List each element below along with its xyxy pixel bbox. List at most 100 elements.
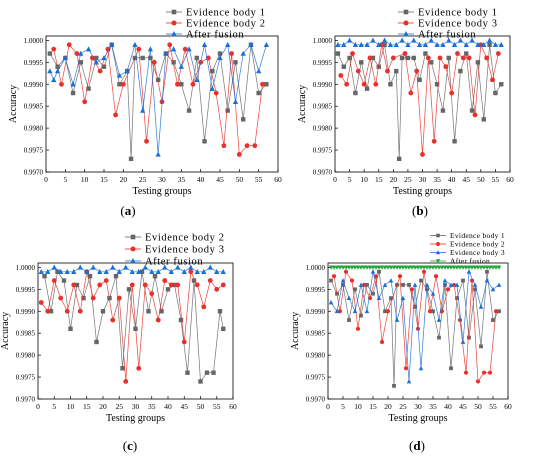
data-point — [417, 77, 422, 83]
data-point — [402, 51, 408, 56]
data-point — [490, 77, 495, 83]
data-point — [181, 268, 187, 274]
data-point — [449, 366, 453, 371]
legend-label: Evidence body 3 — [450, 248, 505, 257]
data-point — [194, 282, 200, 288]
data-point — [458, 68, 463, 74]
x-tick-label: 0 — [36, 402, 40, 411]
data-point — [211, 370, 216, 375]
data-point — [217, 51, 223, 56]
data-point — [446, 37, 452, 43]
x-tick-label: 45 — [463, 175, 471, 184]
x-tick-label: 40 — [164, 402, 172, 411]
x-tick-label: 15 — [83, 402, 91, 411]
data-point — [421, 265, 427, 270]
data-point — [66, 42, 72, 48]
data-point — [390, 55, 396, 61]
data-point — [397, 265, 403, 270]
x-tick-label: 5 — [52, 402, 56, 411]
data-point — [110, 264, 116, 270]
data-point — [451, 41, 458, 47]
data-point — [214, 268, 220, 274]
data-point — [361, 265, 367, 270]
data-point — [367, 55, 373, 61]
x-tick-label: 55 — [489, 402, 497, 411]
data-point — [51, 46, 57, 52]
data-point — [87, 273, 93, 279]
x-tick-label: 25 — [404, 175, 412, 184]
data-point — [191, 278, 197, 283]
y-tick-label: 0.9970 — [306, 396, 326, 404]
data-point — [58, 295, 64, 301]
legend-marker — [130, 234, 136, 240]
data-point — [334, 308, 340, 314]
y-tick-label: 1.0000 — [313, 37, 333, 45]
data-point — [388, 82, 393, 87]
x-axis-label: Testing groups — [106, 413, 165, 424]
x-axis-label: Testing groups — [132, 186, 191, 197]
data-point — [77, 308, 83, 314]
y-axis-label: Accuracy — [8, 85, 19, 123]
data-point — [132, 41, 138, 47]
data-point — [82, 99, 88, 105]
legend-marker — [436, 242, 440, 246]
data-point — [400, 265, 406, 270]
data-point — [186, 46, 192, 52]
data-point — [439, 309, 445, 314]
data-point — [352, 308, 358, 314]
legend-label: Evidence body 1 — [450, 231, 505, 240]
data-point — [469, 278, 475, 283]
data-point — [97, 268, 103, 274]
data-point — [68, 326, 73, 332]
data-point — [45, 308, 51, 314]
data-point — [113, 273, 119, 279]
x-tick-label: 10 — [360, 175, 368, 184]
data-point — [370, 269, 376, 274]
data-point — [472, 282, 478, 287]
data-point — [353, 287, 357, 292]
data-point — [252, 143, 258, 149]
x-tick-label: 10 — [67, 402, 75, 411]
data-point — [382, 265, 388, 270]
data-point — [186, 108, 192, 113]
data-point — [460, 55, 466, 61]
data-point — [408, 90, 414, 96]
series-line — [340, 43, 499, 155]
data-point — [411, 37, 417, 43]
data-point — [495, 51, 501, 56]
data-point — [194, 55, 199, 61]
data-point — [388, 265, 394, 270]
panel-caption-letter: c — [127, 438, 133, 453]
data-point — [194, 77, 200, 83]
data-point — [194, 268, 200, 274]
legend-marker — [435, 250, 441, 255]
legend-label: Evidence body 1 — [186, 8, 266, 19]
data-point — [469, 37, 475, 43]
data-point — [148, 55, 153, 61]
data-point — [136, 46, 142, 52]
data-point — [101, 64, 107, 69]
x-tick-label: 45 — [459, 402, 467, 411]
data-point — [434, 41, 440, 47]
data-point — [370, 37, 376, 43]
data-point — [457, 317, 463, 323]
data-point — [467, 335, 471, 340]
data-point — [373, 265, 379, 270]
x-tick-label: 0 — [44, 175, 48, 184]
data-point — [365, 283, 369, 287]
data-point — [475, 41, 481, 47]
data-point — [328, 300, 334, 305]
y-tick-label: 0.9975 — [24, 147, 44, 155]
data-point — [403, 366, 409, 371]
y-tick-label: 0.9990 — [16, 308, 36, 316]
data-point — [113, 112, 119, 118]
data-point — [201, 304, 207, 310]
data-point — [168, 268, 174, 274]
data-point — [358, 282, 364, 287]
data-point — [364, 265, 370, 270]
y-tick-label: 0.9995 — [16, 286, 36, 294]
data-point — [129, 282, 135, 288]
data-point — [346, 37, 353, 43]
data-point — [220, 268, 226, 274]
data-point — [364, 308, 370, 314]
